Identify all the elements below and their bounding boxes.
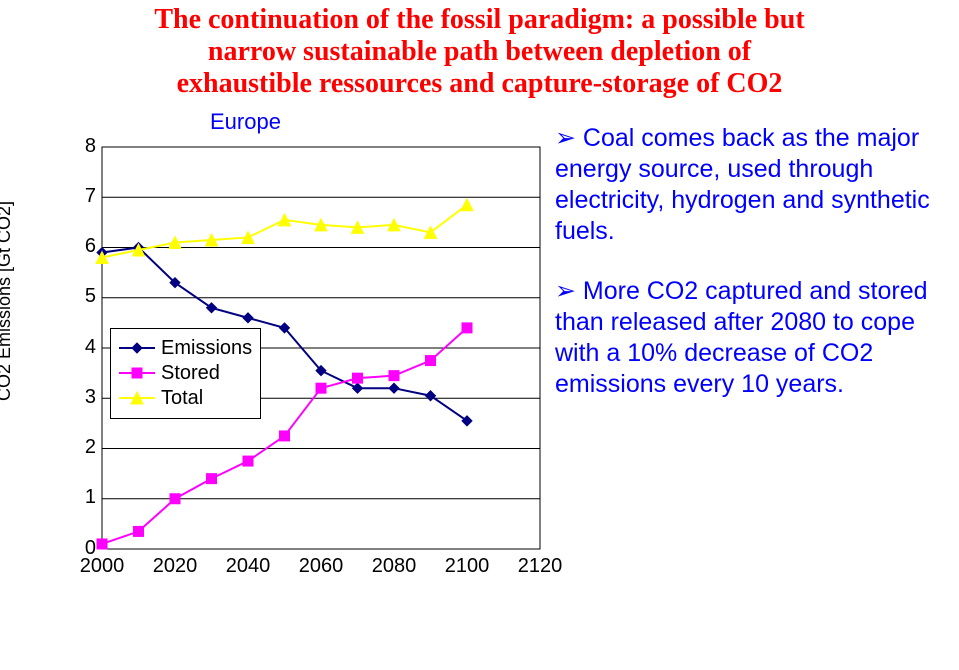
series-marker-stored (134, 526, 144, 536)
series-marker-stored (353, 373, 363, 383)
series-marker-stored (207, 473, 217, 483)
series-marker-stored (462, 322, 472, 332)
bullet-1-text: Coal comes back as the major energy sour… (555, 124, 930, 246)
y-axis-label: CO2 Emissions [Gt CO2] (0, 201, 15, 401)
series-marker-stored (243, 456, 253, 466)
bullet-1: ➢ Coal comes back as the major energy so… (555, 123, 955, 248)
legend-swatch (119, 389, 155, 407)
legend-label: Total (161, 387, 203, 410)
bullet-2: ➢ More CO2 captured and stored than rele… (555, 276, 955, 401)
series-marker-stored (316, 383, 326, 393)
title-line-2: narrow sustainable path between depletio… (20, 36, 939, 68)
bullet-arrow-icon: ➢ (555, 124, 576, 152)
bullet-arrow-icon: ➢ (555, 277, 576, 305)
chart-legend: EmissionsStoredTotal (110, 328, 261, 419)
series-marker-stored (97, 539, 107, 549)
legend-item-stored: Stored (119, 362, 252, 385)
series-marker-stored (426, 355, 436, 365)
legend-swatch (119, 339, 155, 357)
chart-subtitle: Europe (210, 109, 281, 135)
title-line-3: exhaustible ressources and capture-stora… (20, 68, 939, 100)
series-marker-stored (389, 370, 399, 380)
series-marker-stored (280, 431, 290, 441)
legend-label: Emissions (161, 337, 252, 360)
bullets: ➢ Coal comes back as the major energy so… (555, 123, 955, 429)
page-title: The continuation of the fossil paradigm:… (0, 0, 959, 101)
legend-item-total: Total (119, 387, 252, 410)
bullet-2-text: More CO2 captured and stored than releas… (555, 277, 928, 399)
series-marker-stored (170, 493, 180, 503)
legend-label: Stored (161, 362, 220, 385)
title-line-1: The continuation of the fossil paradigm:… (20, 4, 939, 36)
legend-item-emissions: Emissions (119, 337, 252, 360)
legend-swatch (119, 364, 155, 382)
